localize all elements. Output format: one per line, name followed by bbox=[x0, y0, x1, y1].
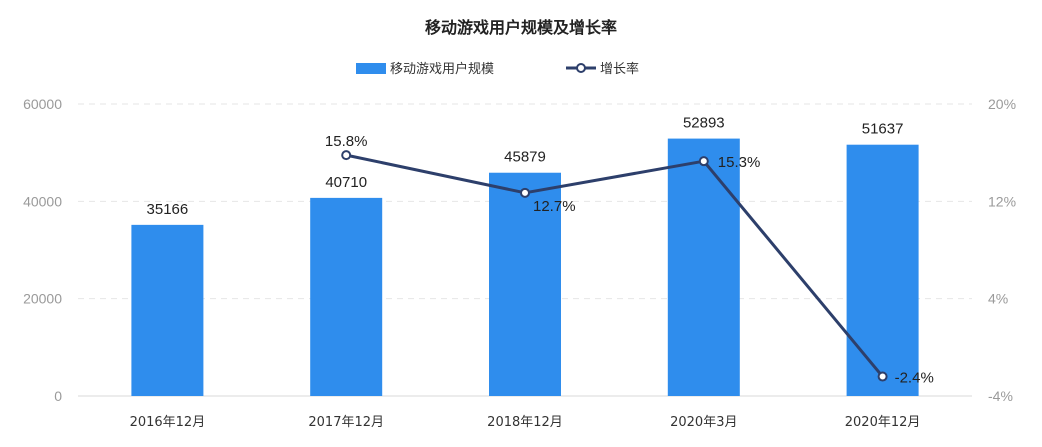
bar-data-label: 40710 bbox=[325, 174, 367, 191]
x-axis: 2016年12月 2017年12月 2018年12月 2020年3月 2020年12月 bbox=[130, 415, 921, 430]
x-tick-label: 2018年12月 bbox=[487, 415, 563, 430]
bar bbox=[846, 144, 919, 396]
right-tick-label: -4% bbox=[988, 388, 1013, 404]
line-data-label: 15.3% bbox=[718, 154, 761, 171]
right-tick-label: 4% bbox=[988, 291, 1008, 307]
legend: 移动游戏用户规模 增长率 bbox=[356, 61, 639, 77]
legend-bar-label: 移动游戏用户规模 bbox=[390, 61, 494, 77]
right-axis: -4% 4% 12% 20% bbox=[988, 96, 1016, 404]
left-tick-label: 60000 bbox=[23, 96, 62, 112]
bar bbox=[667, 138, 740, 396]
bar-data-label: 35166 bbox=[147, 201, 189, 218]
right-tick-label: 12% bbox=[988, 193, 1016, 209]
bar-data-label: 51637 bbox=[862, 121, 904, 138]
x-tick-label: 2020年12月 bbox=[845, 415, 921, 430]
legend-line-marker bbox=[576, 63, 586, 73]
right-tick-label: 20% bbox=[988, 96, 1016, 112]
line-point bbox=[520, 187, 530, 198]
x-tick-label: 2017年12月 bbox=[308, 415, 384, 430]
left-axis: 0 20000 40000 60000 bbox=[23, 96, 62, 404]
line-point bbox=[877, 371, 888, 382]
left-tick-label: 40000 bbox=[23, 193, 62, 209]
bar bbox=[489, 172, 561, 396]
line-series: 15.8% 12.7% 15.3% -2.4% bbox=[325, 133, 934, 386]
line-point bbox=[341, 150, 352, 161]
bar bbox=[310, 197, 383, 396]
growth-line bbox=[345, 153, 884, 378]
bar-data-label: 52893 bbox=[683, 115, 725, 132]
x-tick-label: 2020年3月 bbox=[670, 415, 737, 430]
line-point bbox=[698, 156, 709, 167]
line-data-label: -2.4% bbox=[895, 370, 934, 387]
left-tick-label: 20000 bbox=[23, 291, 62, 307]
legend-line-label: 增长率 bbox=[600, 61, 639, 77]
chart-title: 移动游戏用户规模及增长率 bbox=[425, 18, 617, 37]
legend-bar-swatch bbox=[356, 63, 386, 74]
x-tick-label: 2016年12月 bbox=[130, 415, 206, 430]
left-tick-label: 0 bbox=[54, 388, 62, 404]
bar-data-label: 45879 bbox=[504, 149, 546, 166]
bar-series: 35166 40710 45879 52893 51637 bbox=[131, 115, 919, 396]
line-data-label: 15.8% bbox=[325, 133, 368, 150]
bar bbox=[131, 224, 204, 396]
line-data-label: 12.7% bbox=[533, 198, 576, 215]
